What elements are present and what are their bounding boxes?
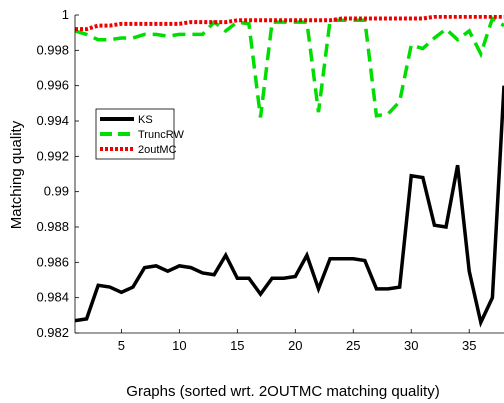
legend: KS TruncRW 2outMC — [95, 108, 184, 160]
x-tick-label: 15 — [230, 338, 244, 353]
y-tick-label: 0.982 — [36, 325, 69, 340]
y-tick-label: 0.986 — [36, 254, 69, 269]
legend-label-2outmc: 2outMC — [138, 144, 177, 156]
y-tick-label: 0.99 — [44, 184, 69, 199]
axes: 5 10 15 20 25 30 35 0.982 0.984 0.986 0.988 0.99 0.9… — [36, 7, 504, 353]
legend-label-ks: KS — [138, 114, 153, 126]
legend-label-truncrw: TruncRW — [138, 129, 184, 141]
x-tick-label: 5 — [118, 338, 125, 353]
x-tick-label: 35 — [462, 338, 476, 353]
y-tick-label: 0.984 — [36, 290, 69, 305]
series-layer — [75, 15, 504, 328]
x-axis-label: Graphs (sorted wrt. 2OUTMC matching qual… — [126, 383, 439, 400]
series-line-2outmc — [75, 15, 504, 32]
series-line-ks — [75, 85, 504, 328]
y-tick-label: 0.994 — [36, 113, 69, 128]
y-tick-label: 1 — [62, 7, 69, 22]
y-tick-label: 0.992 — [36, 148, 69, 163]
x-tick-label: 30 — [404, 338, 418, 353]
x-tick-label: 20 — [288, 338, 302, 353]
y-tick-label: 0.988 — [36, 219, 69, 234]
y-tick-label: 0.996 — [36, 78, 69, 93]
y-axis-label: Matching quality — [8, 120, 25, 229]
x-tick-label: 10 — [172, 338, 186, 353]
x-tick-label: 25 — [346, 338, 360, 353]
y-tick-label: 0.998 — [36, 42, 69, 57]
